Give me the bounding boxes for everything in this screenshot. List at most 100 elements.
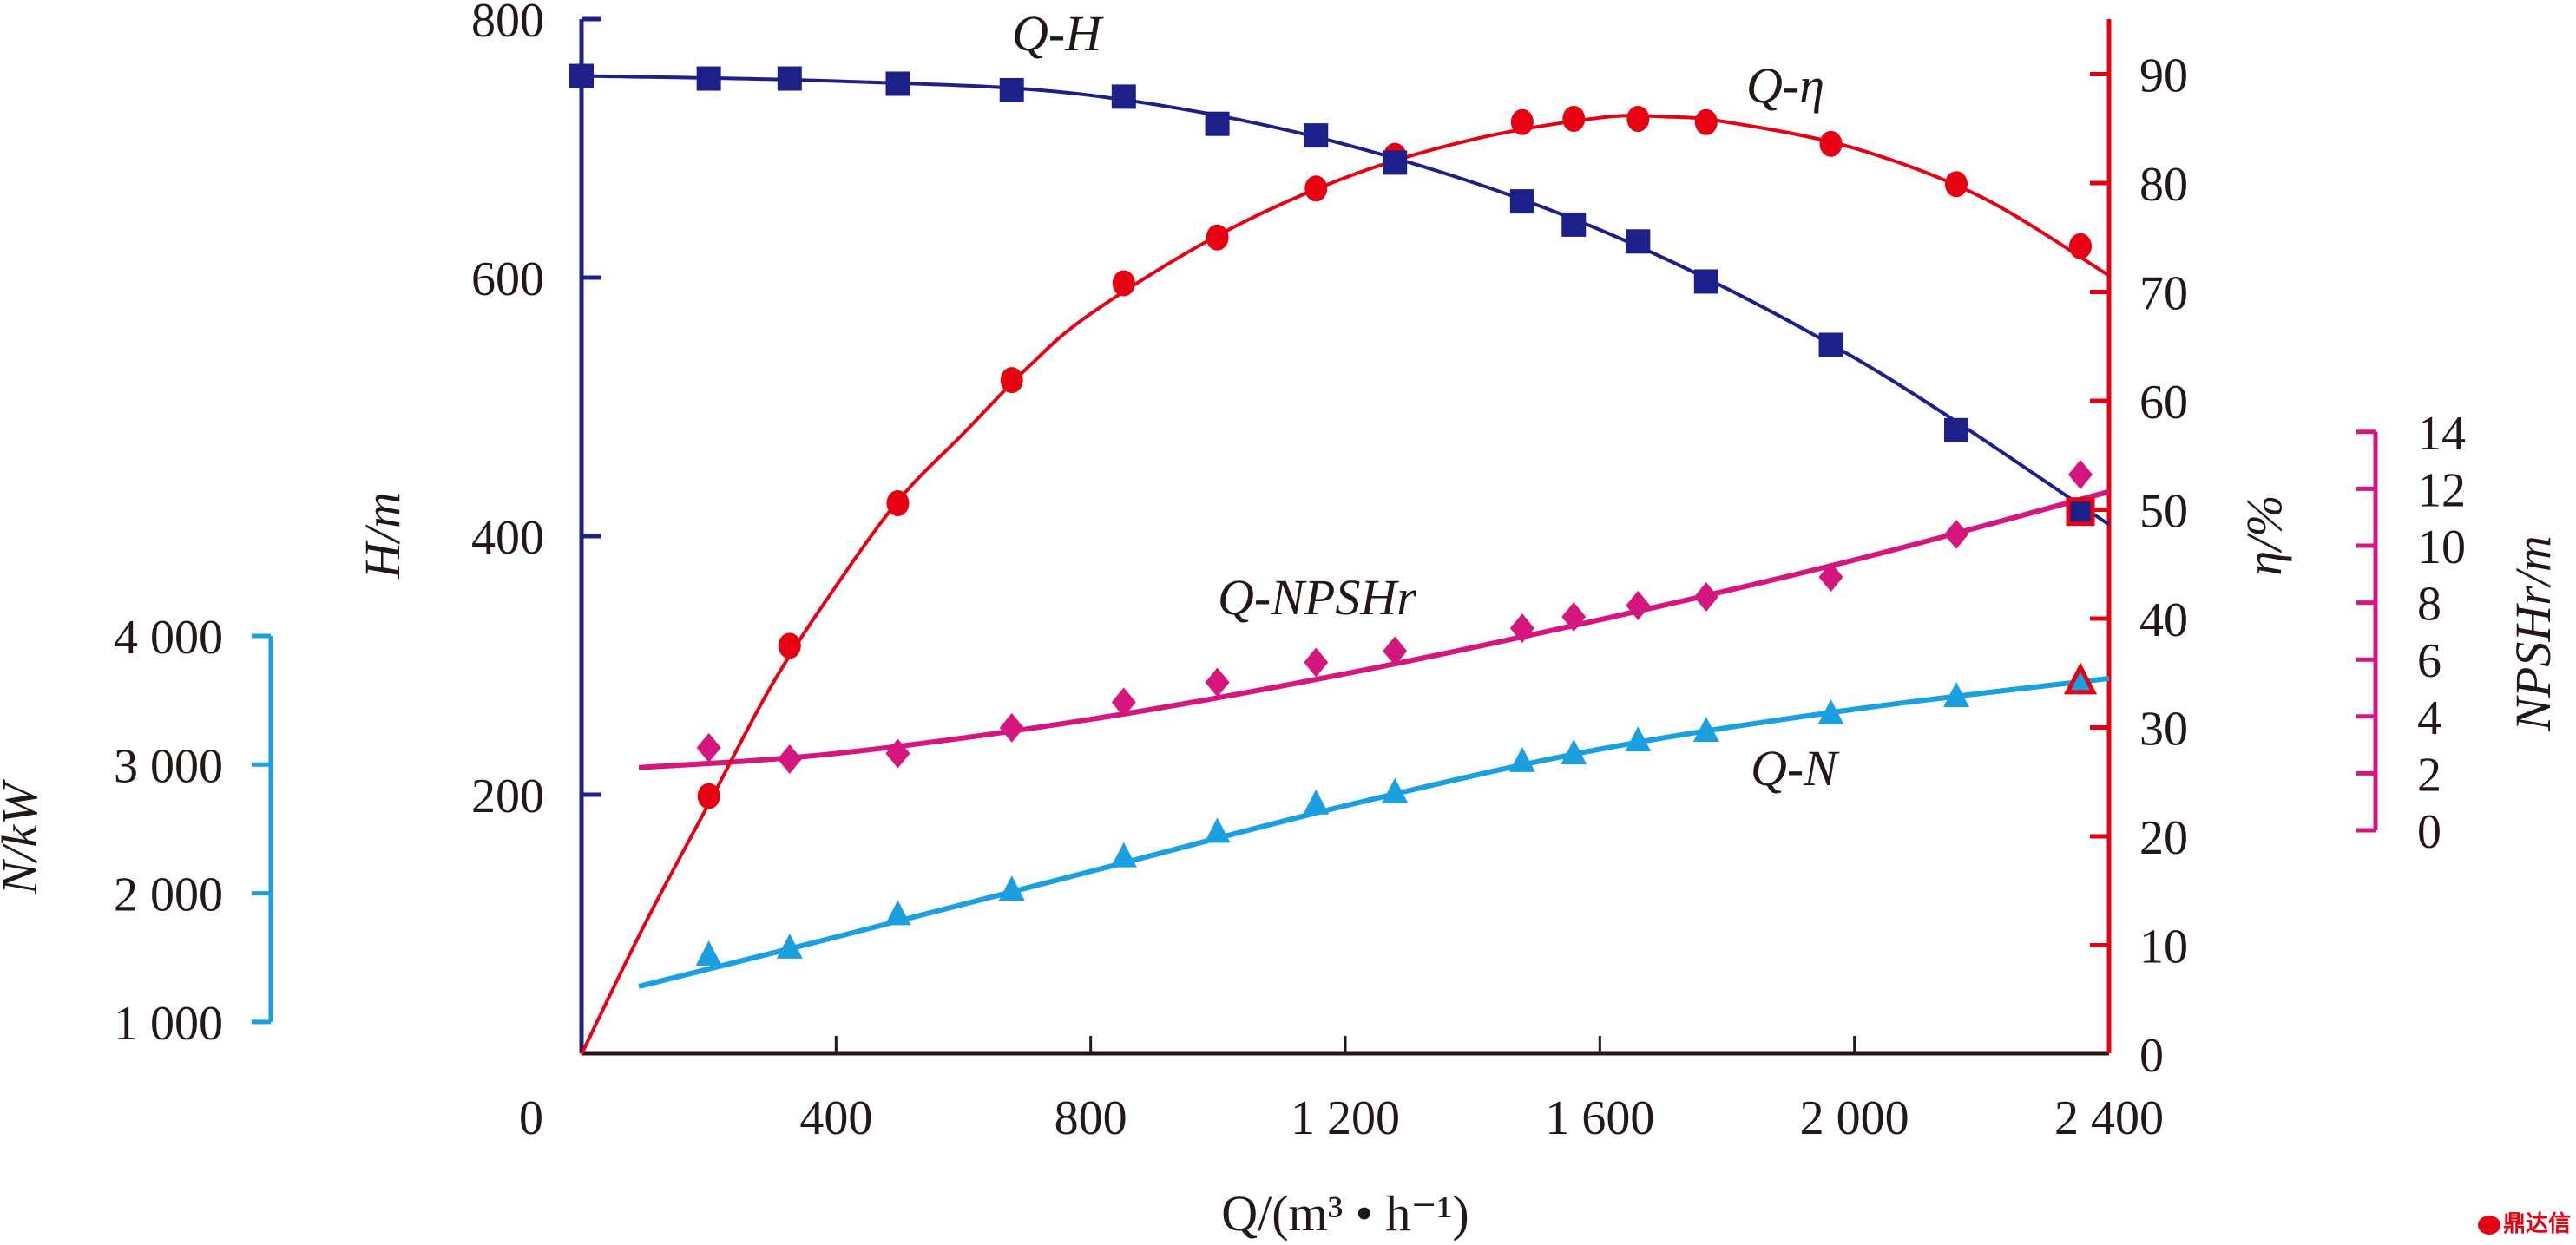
npshr-tick-label: 12: [2417, 463, 2466, 517]
x-tick-label: 2 400: [2054, 1091, 2164, 1145]
n-tick-label: 1 000: [114, 997, 223, 1051]
npshr-tick-label: 2: [2417, 748, 2441, 802]
n-data-point: [1625, 726, 1652, 752]
x-tick-label: 800: [1055, 1091, 1127, 1145]
x-tick-label: 2 000: [1800, 1091, 1909, 1145]
eta-data-point: [1000, 367, 1023, 394]
h-data-point: [1111, 84, 1136, 109]
npshr-data-point: [1304, 647, 1329, 678]
npshr-data-point: [1383, 636, 1408, 666]
eta-tick-label: 10: [2139, 921, 2188, 974]
eta-data-point: [2069, 233, 2092, 259]
n-data-point: [884, 900, 911, 926]
curve-label-dash: -: [1783, 57, 1799, 114]
h-data-point: [1626, 229, 1651, 254]
n-data-point: [1303, 789, 1330, 815]
eta-tick-label: 50: [2139, 485, 2188, 539]
curve-label-q: Q: [1751, 740, 1787, 796]
h-tick-label: 800: [471, 0, 544, 48]
eta-data-point: [1694, 108, 1718, 135]
curve-label-dash: -: [1048, 5, 1065, 62]
h-data-point: [1818, 332, 1843, 357]
n-data-point: [1508, 746, 1535, 772]
x-axis-title: Q/(m³ • h⁻¹): [1221, 1185, 1469, 1242]
watermark: 鼎达信: [2477, 1206, 2571, 1238]
curve-n: [638, 675, 2110, 989]
x-tick-label: 1 600: [1545, 1091, 1654, 1145]
h-data-point: [1561, 212, 1587, 237]
curve-h: [581, 74, 2111, 527]
eta-data-point: [1304, 175, 1328, 202]
npshr-data-point: [1111, 687, 1136, 718]
eta-data-point: [1206, 224, 1229, 251]
n-data-point: [1110, 842, 1137, 868]
eta-data-point: [778, 632, 801, 659]
x-tick-label: 1 200: [1291, 1091, 1400, 1145]
curve-npshr: [638, 488, 2110, 770]
curve-label-dash: -: [1787, 740, 1804, 796]
eta-tick-label: 90: [2139, 49, 2188, 103]
eta-data-point: [1510, 108, 1534, 135]
npshr-tick-label: 6: [2417, 634, 2441, 688]
npshr-tick-label: 0: [2417, 805, 2441, 859]
eta-tick-label: 30: [2139, 703, 2188, 757]
watermark-text: 鼎达信: [2502, 1211, 2571, 1237]
markers-layer: [569, 63, 2098, 967]
curve-label-npshr: Q-NPSHr: [1218, 569, 1416, 626]
curves-layer: [580, 74, 2111, 1055]
curve-label-var: NPSHr: [1270, 569, 1416, 626]
n-data-point: [1692, 717, 1719, 743]
npshr-data-point: [1818, 562, 1843, 593]
n-tick-label: 3 000: [114, 739, 223, 793]
n-data-point: [695, 940, 722, 967]
curve-label-h: Q-H: [1012, 5, 1104, 62]
h-data-point: [1205, 111, 1230, 136]
curve-label-q: Q: [1218, 569, 1254, 626]
npshr-axis-title: NPSHr/m: [2505, 535, 2561, 732]
h-data-point: [885, 71, 910, 96]
n-axis-title: N/kW: [0, 779, 48, 896]
npshr-data-point: [885, 738, 910, 769]
npshr-data-point: [1205, 667, 1230, 698]
eta-axis-title: η/%: [2236, 495, 2292, 575]
n-data-point: [776, 933, 803, 959]
n-data-point: [1817, 698, 1844, 724]
npshr-tick-label: 8: [2417, 578, 2441, 632]
eta-tick-label: 60: [2139, 376, 2188, 429]
npshr-data-point: [696, 732, 721, 763]
x-tick-label: 0: [519, 1091, 543, 1145]
eta-data-point: [886, 489, 910, 516]
n-data-point: [1204, 817, 1231, 843]
eta-tick-label: 40: [2139, 593, 2188, 647]
eta-data-point: [1945, 171, 1968, 198]
h-data-point: [696, 66, 721, 91]
n-data-point: [2063, 662, 2098, 695]
npshr-data-point: [1693, 582, 1718, 613]
npshr-data-point: [1561, 602, 1587, 632]
h-data-point: [1944, 417, 1968, 442]
curve-eta: [580, 114, 2111, 1055]
eta-tick-label: 70: [2139, 267, 2188, 321]
curve-label-q: Q: [1012, 5, 1048, 62]
n-data-point: [998, 875, 1025, 901]
eta-data-point: [1112, 270, 1135, 297]
axes-layer: [252, 16, 2378, 1056]
n-data-point: [1943, 681, 1969, 707]
h-data-point: [777, 66, 802, 91]
h-data-point: [1304, 123, 1329, 148]
eta-data-point: [1626, 105, 1650, 132]
eta-tick-label: 20: [2139, 811, 2188, 865]
n-tick-label: 4 000: [114, 611, 223, 665]
eta-tick-label: 0: [2139, 1029, 2164, 1083]
curve-label-var: η: [1799, 57, 1824, 114]
h-data-point: [999, 77, 1024, 102]
h-data-point: [2066, 497, 2095, 527]
h-data-point: [1693, 269, 1718, 294]
h-data-point: [1509, 189, 1534, 214]
npshr-tick-label: 14: [2417, 407, 2466, 461]
h-data-point: [569, 63, 594, 88]
n-data-point: [1561, 738, 1587, 764]
npshr-data-point: [1509, 613, 1534, 644]
curve-label-var: H: [1064, 5, 1104, 62]
